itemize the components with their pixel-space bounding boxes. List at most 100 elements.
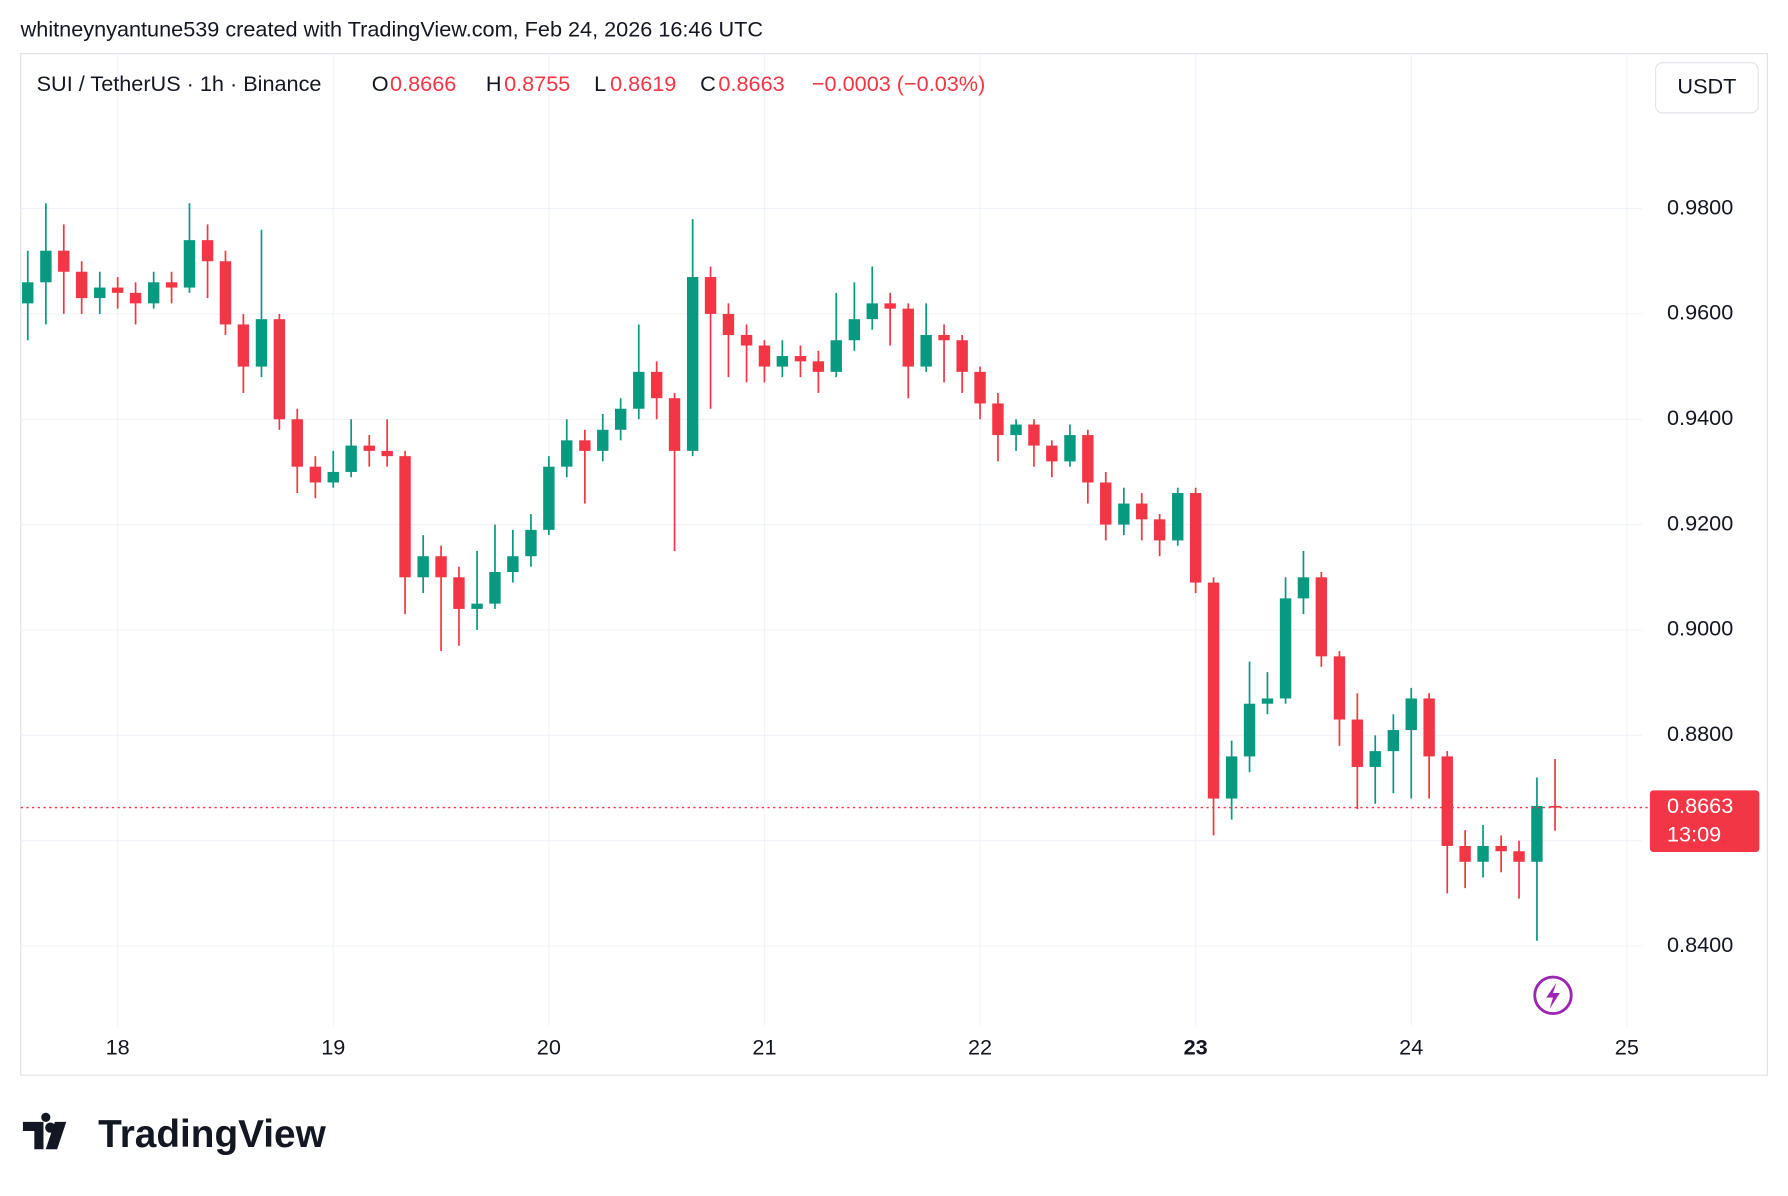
candle-body xyxy=(147,282,160,304)
candle-body xyxy=(758,345,771,367)
candle-body xyxy=(94,287,106,299)
axes: 0.84000.86000.88000.90000.92000.94000.96… xyxy=(106,194,1760,1060)
ohlc-value: 0.8666 xyxy=(390,71,456,96)
x-tick-label: 24 xyxy=(1399,1035,1423,1060)
candle-body xyxy=(1459,845,1471,862)
candle-body xyxy=(561,440,573,467)
ohlc-letter: L xyxy=(594,71,606,96)
price-badge-value: 0.8663 xyxy=(1667,793,1733,818)
candle-body xyxy=(1189,493,1202,583)
ohlc-letter: O xyxy=(372,71,389,96)
candle-body xyxy=(381,450,393,457)
candle-body xyxy=(776,356,789,367)
candle-body xyxy=(1333,656,1346,720)
candle-body xyxy=(525,529,537,557)
candle-body xyxy=(974,371,986,404)
candle-body xyxy=(668,398,681,451)
candle-body xyxy=(1441,756,1453,846)
candle-body xyxy=(345,445,357,472)
candle-body xyxy=(1100,482,1112,525)
candle-body xyxy=(237,324,250,367)
candle-body xyxy=(830,340,842,372)
logo-dot xyxy=(45,1122,56,1133)
y-tick-label: 0.8800 xyxy=(1667,721,1733,746)
x-tick-label: 19 xyxy=(321,1035,345,1060)
change: −0.0003 (−0.03%) xyxy=(812,71,985,96)
candle-body xyxy=(40,250,52,283)
candle-body xyxy=(543,466,555,530)
candle-body xyxy=(417,556,429,578)
candle-body xyxy=(597,429,609,451)
candle-body xyxy=(1225,756,1238,799)
candle-body xyxy=(399,456,411,578)
candle-body xyxy=(507,556,519,573)
candle-body xyxy=(686,277,699,451)
currency-label[interactable]: USDT xyxy=(1677,74,1736,99)
countdown: 13:09 xyxy=(1667,822,1721,847)
currency-button[interactable] xyxy=(1655,62,1759,114)
y-tick-label: 0.9000 xyxy=(1667,616,1733,641)
logo-mark xyxy=(22,1112,67,1150)
candle-body xyxy=(22,282,34,304)
candle-body xyxy=(1243,703,1256,757)
logo: TradingView xyxy=(22,1112,327,1156)
logo-text: TradingView xyxy=(98,1113,326,1156)
candle-body xyxy=(1513,851,1525,862)
candle-body xyxy=(794,356,807,362)
candle-body xyxy=(614,408,627,430)
x-tick-label: 18 xyxy=(106,1035,130,1060)
candle-body xyxy=(471,603,483,609)
candle-body xyxy=(327,471,339,483)
candle-body xyxy=(812,361,825,372)
candle-body xyxy=(938,334,950,341)
chart-frame xyxy=(20,53,1768,1076)
candle-body xyxy=(722,313,735,335)
candle-body xyxy=(1010,424,1022,436)
candle-body xyxy=(453,577,465,609)
x-tick-label: 22 xyxy=(968,1035,992,1060)
candle-body xyxy=(1351,719,1364,767)
candle-body xyxy=(866,303,878,320)
lightning-icon[interactable] xyxy=(1533,975,1573,1016)
candle-body xyxy=(1405,698,1417,731)
icon-bolt[interactable] xyxy=(1546,982,1560,1010)
candle-body xyxy=(704,277,717,314)
candle-body xyxy=(1172,493,1184,541)
candle-body xyxy=(255,319,268,367)
y-tick-label: 0.9200 xyxy=(1667,510,1733,535)
ohlc-letter: H xyxy=(486,71,502,96)
candle-body xyxy=(1046,445,1058,462)
candle-body xyxy=(1118,503,1130,525)
candle-body xyxy=(1387,730,1400,752)
y-tick-label: 0.9400 xyxy=(1667,405,1733,430)
candle-body xyxy=(1531,805,1543,862)
candle-body xyxy=(435,556,447,578)
ohlc-value: 0.8619 xyxy=(610,71,676,96)
ohlc-letter: C xyxy=(700,71,716,96)
price-badge xyxy=(1649,790,1760,852)
x-tick-label: 20 xyxy=(537,1035,561,1060)
candle-body xyxy=(1423,698,1435,757)
candle-body xyxy=(291,419,303,467)
candle-body xyxy=(1082,435,1094,483)
candle-body xyxy=(363,445,375,451)
candle-body xyxy=(183,240,196,288)
x-tick-label: 25 xyxy=(1615,1035,1639,1060)
candle-body xyxy=(201,240,214,262)
candle-body xyxy=(1369,751,1381,767)
candle-body xyxy=(1064,435,1076,462)
ohlc-value: 0.8755 xyxy=(504,71,570,96)
candle-body xyxy=(1315,577,1328,657)
watermark-header: whitneynyantune539 created with TradingV… xyxy=(20,17,763,42)
candle-body xyxy=(1028,424,1040,446)
candle-body xyxy=(489,572,501,604)
candle-body xyxy=(165,282,178,288)
candle-body xyxy=(309,466,322,483)
candle-body xyxy=(1153,519,1166,541)
candle-body xyxy=(1549,805,1561,808)
candles xyxy=(20,203,1650,941)
x-tick-label: 21 xyxy=(752,1035,776,1060)
candle-body xyxy=(75,271,88,299)
candle-body xyxy=(1261,698,1274,704)
